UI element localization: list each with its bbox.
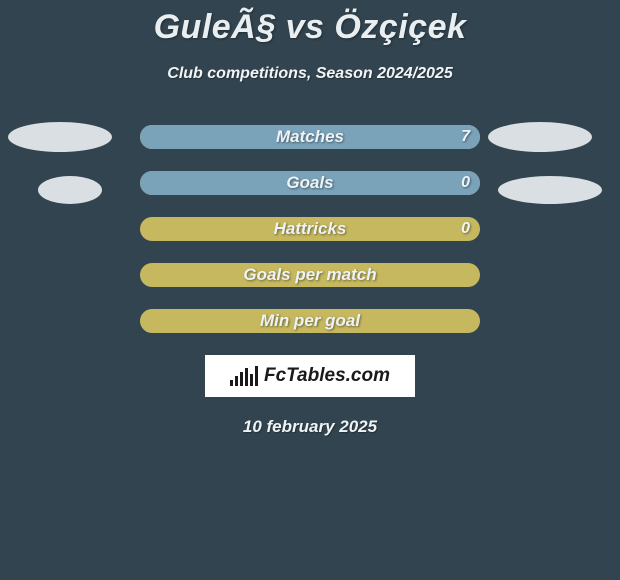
stat-row: Goals0 [140,171,480,195]
bar-chart-icon [230,366,258,386]
stat-label: Goals per match [140,263,480,287]
player-ellipse-top-right [488,122,592,152]
stats-panel: Matches7Goals0Hattricks0Goals per matchM… [140,125,480,333]
logo-text: FcTables.com [264,365,390,387]
source-logo: FcTables.com [205,355,415,397]
stat-row: Min per goal [140,309,480,333]
stat-row: Matches7 [140,125,480,149]
stat-label: Goals [140,171,480,195]
stat-row: Goals per match [140,263,480,287]
stat-label: Min per goal [140,309,480,333]
stat-label: Hattricks [140,217,480,241]
stat-value-right: 0 [461,171,470,195]
stat-value-right: 7 [461,125,470,149]
snapshot-date: 10 february 2025 [0,417,620,437]
stat-value-right: 0 [461,217,470,241]
player-ellipse-mid-left [38,176,102,204]
stat-label: Matches [140,125,480,149]
stat-row: Hattricks0 [140,217,480,241]
player-ellipse-mid-right [498,176,602,204]
page-title: GuleÃ§ vs Özçiçek [0,0,620,47]
subtitle: Club competitions, Season 2024/2025 [0,65,620,83]
player-ellipse-top-left [8,122,112,152]
